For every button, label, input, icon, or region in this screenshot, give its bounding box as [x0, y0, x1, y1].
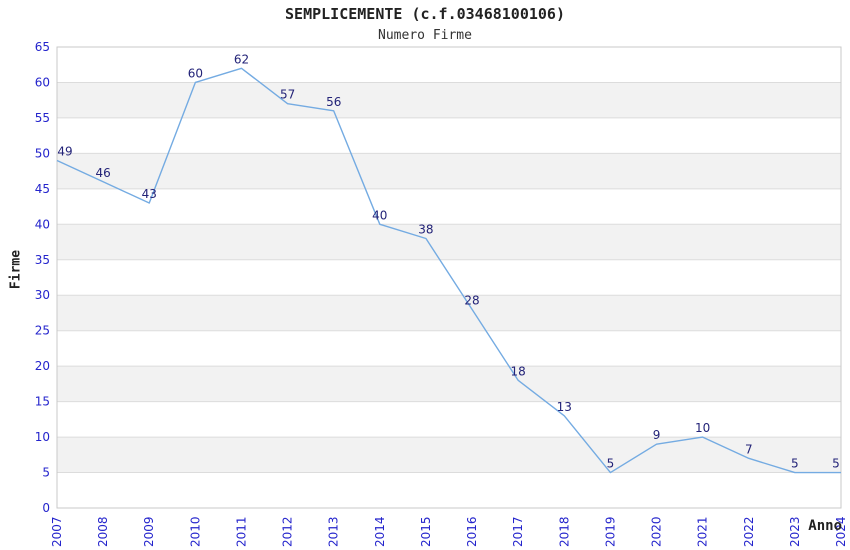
plot-band: [57, 437, 841, 473]
data-label: 28: [464, 293, 479, 307]
x-tick-label: 2020: [650, 516, 664, 547]
data-label: 5: [791, 457, 799, 471]
plot-band: [57, 295, 841, 331]
x-tick-label: 2014: [373, 516, 387, 547]
x-tick-label: 2008: [96, 516, 110, 547]
data-label: 18: [511, 364, 526, 378]
data-label: 57: [280, 88, 295, 102]
x-tick-label: 2016: [465, 516, 479, 547]
plot-band: [57, 82, 841, 118]
data-label: 10: [695, 421, 710, 435]
x-tick-label: 2018: [557, 516, 571, 547]
data-label: 43: [142, 187, 157, 201]
x-tick-label: 2009: [142, 516, 156, 547]
y-tick-label: 20: [35, 359, 50, 373]
data-label: 62: [234, 52, 249, 66]
x-tick-label: 2013: [327, 516, 341, 547]
x-axis-title: Anno: [808, 518, 842, 534]
data-label: 13: [557, 400, 572, 414]
x-tick-label: 2007: [50, 516, 64, 547]
data-label: 40: [372, 208, 387, 222]
plot-band: [57, 153, 841, 189]
y-tick-label: 30: [35, 288, 50, 302]
x-tick-label: 2011: [234, 516, 248, 547]
y-tick-label: 45: [35, 182, 50, 196]
x-tick-label: 2017: [511, 516, 525, 547]
x-tick-label: 2022: [742, 516, 756, 547]
chart-line: [56, 67, 841, 474]
y-tick-label: 0: [42, 501, 50, 515]
data-label: 60: [188, 66, 203, 80]
data-label: 49: [57, 144, 72, 158]
plot-border: [56, 46, 842, 509]
data-label: 46: [95, 166, 110, 180]
y-tick-label: 50: [35, 146, 50, 160]
x-tick-label: 2010: [188, 516, 202, 547]
data-label: 38: [418, 222, 433, 236]
x-tick-label: 2021: [696, 516, 710, 547]
data-label: 9: [653, 428, 661, 442]
x-tick-label: 2015: [419, 516, 433, 547]
y-tick-label: 5: [42, 466, 50, 480]
data-label: 56: [326, 95, 341, 109]
y-tick-label: 40: [35, 217, 50, 231]
y-tick-label: 35: [35, 253, 50, 267]
chart-subtitle: Numero Firme: [378, 28, 472, 43]
y-tick-label: 60: [35, 75, 50, 89]
y-tick-label: 15: [35, 395, 50, 409]
y-tick-label: 65: [35, 40, 50, 54]
data-label: 5: [832, 457, 840, 471]
y-tick-label: 55: [35, 111, 50, 125]
plot-band: [57, 224, 841, 260]
y-tick-label: 25: [35, 324, 50, 338]
y-tick-label: 10: [35, 430, 50, 444]
chart-title: SEMPLICEMENTE (c.f.03468100106): [285, 5, 565, 23]
plot-band: [57, 366, 841, 402]
x-tick-label: 2024: [834, 516, 848, 547]
x-tick-label: 2023: [788, 516, 802, 547]
data-label: 5: [607, 457, 615, 471]
x-tick-label: 2019: [603, 516, 617, 547]
data-label: 7: [745, 442, 753, 456]
x-tick-label: 2012: [281, 516, 295, 547]
